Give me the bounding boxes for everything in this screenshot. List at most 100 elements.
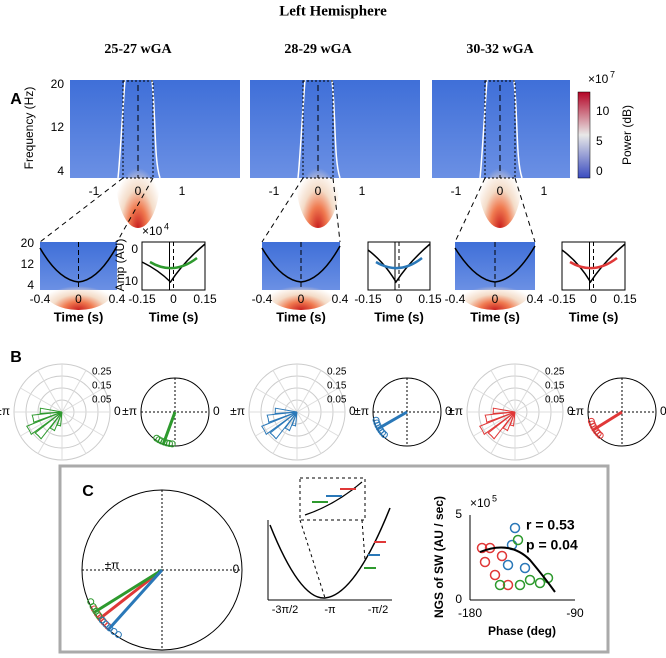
rose-petal <box>484 411 516 423</box>
x-tick-label: 0 <box>590 292 597 306</box>
colorbar <box>577 91 591 179</box>
waveform-exponent: 4 <box>164 221 169 231</box>
contour <box>297 79 306 179</box>
y-axis-label: Frequency (Hz) <box>22 87 36 170</box>
power-blob <box>265 270 337 310</box>
x-tick-label: -0.4 <box>30 292 51 306</box>
polar-spoke <box>296 370 322 413</box>
scatter-point <box>476 542 488 554</box>
mean-phase <box>93 568 163 614</box>
x-tick-label: 0 <box>135 184 142 198</box>
mean-phase <box>376 410 408 431</box>
scatter-point <box>534 577 546 589</box>
angle-label: ±π <box>105 558 120 572</box>
colorbar-multiplier: ×10 <box>588 72 609 86</box>
waveform-fit <box>375 257 423 270</box>
scatter-point <box>502 559 514 571</box>
polar-spoke <box>272 411 298 454</box>
waveform-fit <box>569 257 618 270</box>
phase-point <box>377 426 385 434</box>
x-tick-label: -π/2 <box>368 604 388 616</box>
colorbar-exponent: 7 <box>610 69 615 79</box>
scatter-point <box>512 534 524 546</box>
x-tick-label: -0.4 <box>445 292 466 306</box>
waveform <box>367 243 431 284</box>
radial-tick-label: 0.25 <box>545 367 565 378</box>
projection <box>332 177 341 243</box>
x-tick-label: -1 <box>451 184 462 198</box>
radial-tick-label: 0.15 <box>327 381 347 392</box>
y-tick-label: 0 <box>131 242 138 256</box>
rose-petal <box>31 411 63 423</box>
phase-curve <box>269 507 391 599</box>
polar-spoke <box>20 411 63 437</box>
polar-spoke <box>255 411 298 437</box>
colorbar-label: Power (dB) <box>620 105 634 165</box>
rose-petal <box>266 411 298 423</box>
angle-label: 0 <box>567 404 574 418</box>
radial-tick-label: 0.15 <box>545 381 565 392</box>
group-label: 30-32 wGA <box>466 42 534 57</box>
angle-label: 0 <box>349 404 356 418</box>
phase-point <box>378 429 386 437</box>
fit-curve <box>479 546 556 593</box>
radial-tick-label: 0.05 <box>545 395 565 406</box>
scatter-point <box>489 569 501 581</box>
phase-point <box>98 616 106 624</box>
angle-label: ±π <box>122 404 137 418</box>
x-tick-label: 0 <box>75 292 82 306</box>
angle-label: ±π <box>569 404 584 418</box>
phase-point <box>100 618 108 626</box>
figure-title: Left Hemisphere <box>279 3 387 19</box>
scatter-exponent: 5 <box>492 493 497 503</box>
colorbar-tick-label: 10 <box>596 104 610 118</box>
y-tick-label: 0 <box>455 592 462 606</box>
polar-spoke <box>514 387 557 413</box>
angle-label: ±π <box>230 404 245 418</box>
x-tick-label: 0.4 <box>332 292 349 306</box>
phase-point <box>168 440 176 448</box>
polar-spoke <box>473 411 516 437</box>
x-tick-label: -0.15 <box>354 292 382 306</box>
colorbar-tick-label: 0 <box>596 164 603 178</box>
radial-tick-label: 0.05 <box>92 395 112 406</box>
y-tick-label: 20 <box>21 236 35 250</box>
x-tick-label: -0.4 <box>252 292 273 306</box>
x-axis-label: Time (s) <box>470 309 520 324</box>
phase-point <box>165 440 173 448</box>
phase-point <box>106 624 114 632</box>
polar-spoke <box>490 370 516 413</box>
phase-point <box>594 429 602 437</box>
inset-curve <box>304 481 363 516</box>
scatter-point <box>514 579 526 591</box>
x-tick-label: -π <box>324 604 336 616</box>
waveform-multiplier: ×10 <box>142 224 163 238</box>
group-label: 25-27 wGA <box>104 42 172 57</box>
y-tick-label: -10 <box>121 274 139 288</box>
mean-phase <box>107 568 164 631</box>
x-tick-label: 0.15 <box>193 292 217 306</box>
phase-point <box>380 431 388 439</box>
angle-label: 0 <box>114 404 121 418</box>
x-axis-label: Time (s) <box>54 309 104 324</box>
y-tick-label: 4 <box>57 164 64 178</box>
panel-label: A <box>10 91 22 108</box>
x-tick-label: 1 <box>359 184 366 198</box>
y-tick-label: 12 <box>21 257 35 271</box>
projection <box>454 177 486 243</box>
y-axis-label: NGS of SW (AU / sec) <box>432 496 446 618</box>
radial-tick-label: 0.25 <box>327 367 347 378</box>
polar-spoke <box>296 411 322 454</box>
scatter-point <box>494 579 506 591</box>
phase-point <box>95 612 103 620</box>
rose-petal <box>25 411 63 436</box>
projection <box>39 177 124 243</box>
waveform-overlay <box>454 245 536 283</box>
angle-label: 0 <box>660 404 666 418</box>
waveform <box>561 243 626 284</box>
polar-spoke <box>514 411 557 437</box>
angle-label: 0 <box>445 404 452 418</box>
polar-spoke <box>296 387 339 413</box>
y-tick-label: 5 <box>455 507 462 521</box>
rose-petal <box>284 411 298 432</box>
